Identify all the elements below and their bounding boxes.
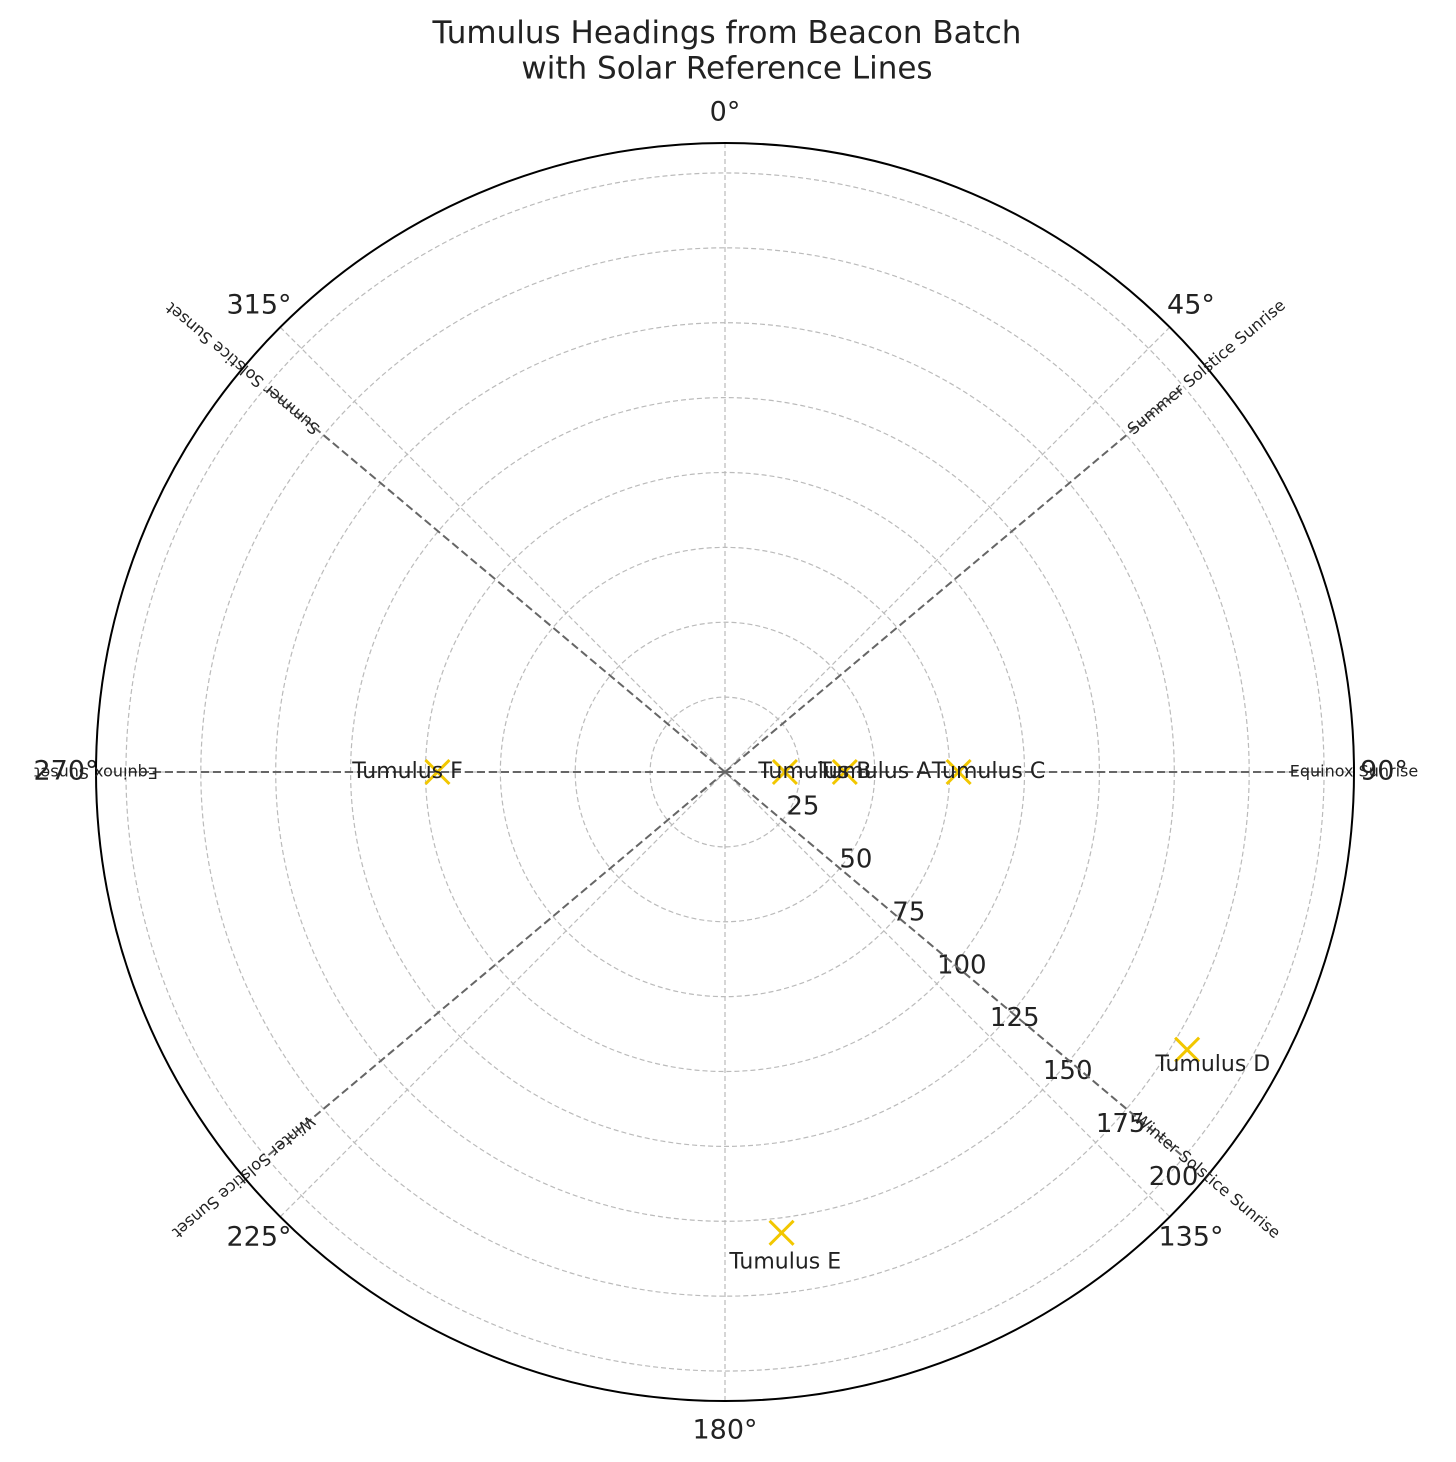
point-marker xyxy=(424,758,451,786)
point-marker xyxy=(771,758,798,786)
reference-label: Equinox Sunset xyxy=(34,764,158,783)
reference-line xyxy=(724,771,1185,1158)
r-tick-label: 175 xyxy=(1096,1109,1146,1139)
point-label: Tumulus C xyxy=(931,759,1045,784)
point-label: Tumulus D xyxy=(1154,1052,1270,1077)
r-tick-label: 150 xyxy=(1043,1056,1093,1086)
theta-tick-label: 90° xyxy=(1360,756,1408,787)
point-marker xyxy=(768,1219,795,1246)
theta-tick-label: 315° xyxy=(226,290,291,321)
r-tick-label: 200 xyxy=(1149,1162,1199,1192)
point-label: Tumulus B xyxy=(757,759,871,784)
grid-line xyxy=(724,771,1171,1218)
theta-tick-label: 45° xyxy=(1167,290,1215,321)
r-tick-label: 100 xyxy=(937,950,987,980)
reference-line xyxy=(265,386,726,773)
theta-tick-label: 135° xyxy=(1158,1221,1223,1252)
grid-circle xyxy=(125,172,1325,1372)
reference-label: Equinox Sunrise xyxy=(1290,762,1418,781)
r-tick-label: 25 xyxy=(786,791,819,821)
chart-title: Tumulus Headings from Beacon Batch with S… xyxy=(432,15,1022,87)
reference-line xyxy=(724,386,1185,773)
theta-tick-label: 0° xyxy=(710,97,741,128)
theta-tick-label: 270° xyxy=(33,756,98,787)
point-marker xyxy=(1174,1036,1201,1063)
theta-tick-label: 225° xyxy=(226,1221,291,1252)
grid-line xyxy=(724,326,1171,773)
reference-line xyxy=(265,771,726,1158)
theta-tick-label: 180° xyxy=(692,1415,757,1446)
point-marker xyxy=(945,758,972,786)
grid-line xyxy=(279,326,726,773)
point-label: Tumulus E xyxy=(728,1250,841,1275)
r-tick-label: 75 xyxy=(892,897,925,927)
r-tick-label: 50 xyxy=(839,844,872,874)
grid-line xyxy=(279,771,726,1218)
point-marker xyxy=(831,758,858,786)
point-label: Tumulus A xyxy=(817,759,931,784)
point-label: Tumulus F xyxy=(351,759,463,784)
outer-frame xyxy=(95,142,1355,1402)
